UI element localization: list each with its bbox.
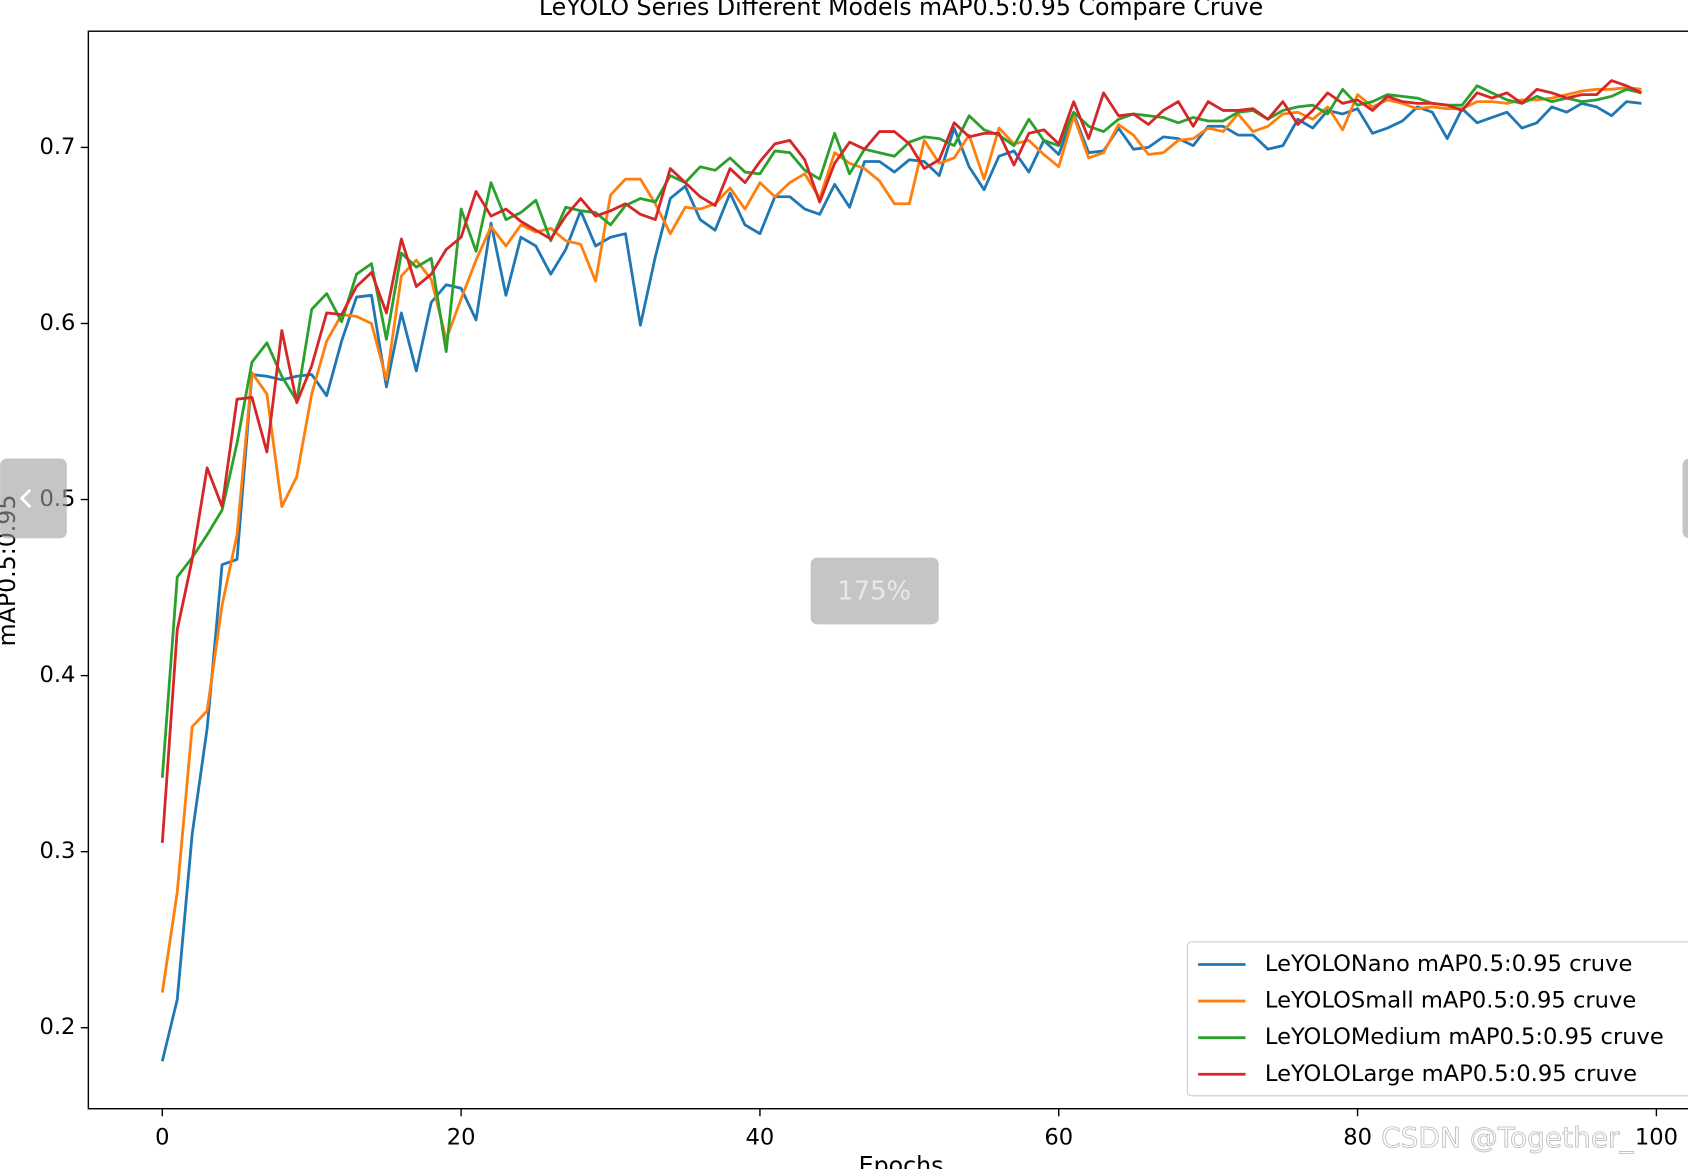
x-tick-label: 40 — [746, 1124, 775, 1150]
x-tick-label: 80 — [1343, 1124, 1372, 1150]
zoom-label: 175% — [837, 577, 911, 607]
plot: 0.20.30.40.50.60.7020406080100LeYOLONano… — [39, 30, 1688, 1150]
watermark: CSDN @Together_ — [1381, 1121, 1634, 1154]
x-axis-label: Epochs — [859, 1151, 944, 1169]
legend-label: LeYOLOSmall mAP0.5:0.95 cruve — [1265, 988, 1636, 1014]
legend-box — [1186, 941, 1688, 1097]
plot-frame — [87, 30, 1688, 1110]
x-tick-label: 20 — [447, 1124, 476, 1150]
legend-label: LeYOLOLarge mAP0.5:0.95 cruve — [1265, 1061, 1637, 1087]
next-button[interactable] — [1682, 458, 1688, 539]
y-tick-label: 0.6 — [39, 310, 75, 336]
prev-icon — [19, 488, 32, 508]
series-line — [160, 79, 1643, 843]
series-line — [160, 86, 1642, 993]
series-line — [160, 100, 1642, 1062]
y-tick-label: 0.7 — [39, 134, 75, 160]
x-tick-label: 60 — [1044, 1124, 1073, 1150]
legend-label: LeYOLOMedium mAP0.5:0.95 cruve — [1265, 1024, 1664, 1050]
y-tick-label: 0.3 — [39, 838, 75, 864]
chart-title: LeYOLO Series Different Models mAP0.5:0.… — [539, 0, 1263, 21]
y-tick-label: 0.2 — [39, 1014, 75, 1040]
x-tick-label: 100 — [1635, 1124, 1678, 1150]
legend-label: LeYOLONano mAP0.5:0.95 cruve — [1265, 951, 1633, 977]
zoom-indicator — [810, 557, 939, 625]
x-tick-label: 0 — [155, 1124, 169, 1150]
y-tick-label: 0.4 — [39, 662, 75, 688]
prev-button[interactable] — [0, 458, 67, 539]
